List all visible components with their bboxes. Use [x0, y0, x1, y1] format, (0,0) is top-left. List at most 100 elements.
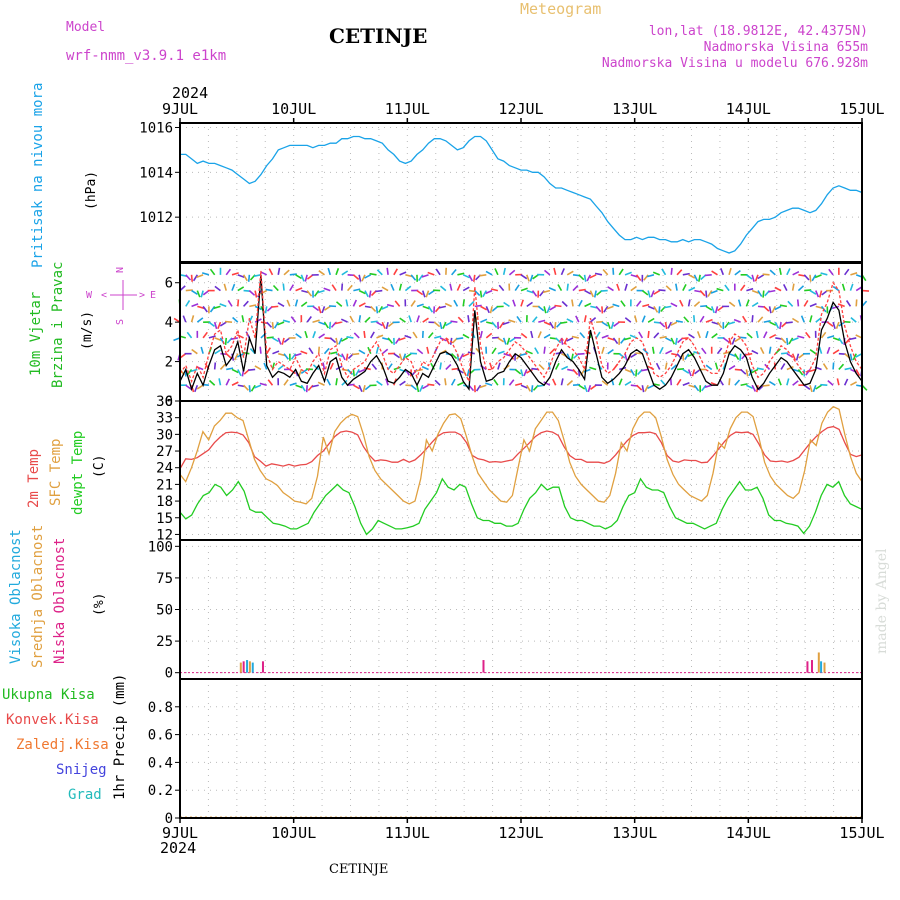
wind-barb — [248, 368, 256, 371]
wind-barb — [623, 337, 632, 341]
wind-barb — [635, 369, 638, 377]
wind-barb — [349, 315, 355, 323]
wind-barb — [687, 352, 695, 357]
wind-barb — [358, 289, 366, 295]
wind-barb — [751, 302, 759, 308]
wind-barb — [451, 367, 459, 371]
wind-barb — [272, 337, 279, 343]
wind-barb — [190, 274, 193, 282]
wind-barb — [638, 331, 644, 339]
wind-barb — [468, 300, 475, 307]
wind-barb — [714, 306, 719, 314]
temp-y-tick-label: 21 — [156, 477, 173, 493]
wind-barb — [520, 299, 524, 307]
wind-barb — [739, 284, 746, 292]
wind-barb — [289, 273, 297, 276]
wind-barb — [290, 316, 297, 323]
wind-barb — [674, 337, 678, 345]
wind-barb — [679, 299, 684, 307]
wind-barb — [642, 348, 649, 355]
wind-barb — [450, 320, 458, 323]
wind-barb — [445, 321, 453, 327]
wind-barb — [722, 362, 727, 370]
wind-barb — [508, 269, 516, 276]
wind-barb — [242, 351, 250, 355]
wind-barb — [301, 289, 309, 294]
wind-barb — [630, 353, 638, 358]
wind-barb — [520, 332, 528, 339]
wind-barb — [634, 315, 638, 323]
wind-barb — [811, 274, 817, 282]
wind-barb — [345, 299, 349, 307]
wind-barb — [323, 347, 330, 355]
wind-barb — [208, 321, 215, 328]
wind-barb — [699, 315, 705, 323]
wind-barb — [647, 305, 655, 310]
wind-barb — [289, 284, 295, 292]
wind-barb — [826, 321, 834, 327]
wind-barb — [367, 346, 372, 354]
temp-series-line-sfc — [179, 405, 863, 505]
wind-barb — [196, 274, 204, 279]
wind-barb — [498, 284, 505, 292]
wind-barb — [362, 385, 366, 393]
wind-barb — [849, 353, 853, 361]
wind-barb — [433, 321, 441, 328]
pressure-y-tick-label: 1016 — [139, 120, 173, 136]
wind-barb — [675, 320, 683, 323]
wind-barb — [485, 306, 490, 314]
wind-barb — [796, 299, 800, 307]
wind-barb — [850, 316, 857, 323]
wind-barb — [196, 384, 204, 390]
wind-barb — [190, 385, 195, 393]
wind-barb — [751, 368, 759, 374]
wind-barb — [497, 337, 505, 343]
wind-barb — [514, 284, 520, 292]
precip-y-tick-label: 0.6 — [148, 728, 173, 744]
wind-barb — [822, 363, 828, 370]
wind-barb — [590, 384, 597, 390]
wind-barb — [566, 337, 574, 342]
wind-barb — [376, 380, 383, 386]
wind-barb — [593, 290, 597, 298]
wind-barb — [295, 287, 303, 292]
wind-barb — [629, 334, 637, 339]
wind-barb — [347, 284, 353, 292]
wind-barb — [653, 332, 660, 339]
wind-barb — [779, 322, 782, 330]
wind-barb — [578, 274, 585, 281]
wind-barb — [289, 368, 296, 375]
wind-barb — [693, 315, 696, 323]
wind-barb — [236, 334, 244, 339]
wind-barb — [503, 301, 510, 308]
wind-barb — [698, 274, 701, 282]
wind-barb — [560, 268, 565, 276]
wind-barb — [714, 362, 719, 370]
cloud-bar-mid — [239, 662, 242, 673]
wind-barb — [768, 289, 776, 293]
wind-barb — [820, 272, 828, 276]
wind-barb — [737, 299, 742, 307]
wind-barb — [386, 303, 395, 308]
wind-barb — [603, 305, 609, 313]
wind-barb — [768, 306, 772, 314]
wind-barb — [263, 362, 268, 370]
wind-barb — [358, 368, 366, 373]
wind-barb — [264, 306, 268, 314]
wind-barb — [190, 315, 195, 323]
wind-barb — [497, 350, 505, 355]
wind-barb — [571, 335, 579, 339]
wind-barb — [774, 321, 780, 329]
wind-barb — [278, 352, 286, 357]
wind-barb — [317, 306, 322, 314]
wind-barb — [459, 353, 464, 361]
wind-barb — [321, 306, 326, 314]
wind-barb — [534, 347, 540, 355]
wind-barb — [670, 302, 678, 308]
wind-barb — [237, 286, 245, 292]
wind-barb — [549, 348, 556, 355]
wind-barb — [788, 337, 794, 345]
wind-barb — [327, 267, 332, 276]
wind-barb — [687, 299, 691, 307]
wind-barb — [818, 346, 823, 354]
